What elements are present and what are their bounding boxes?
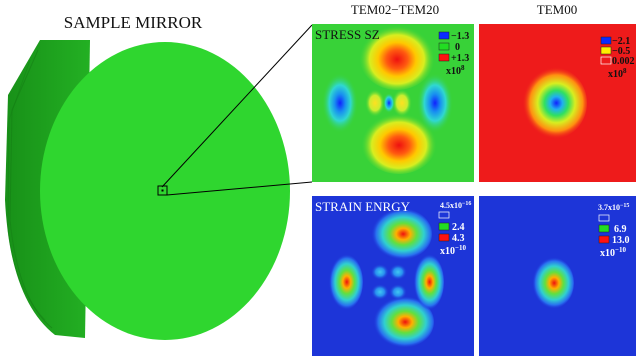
column-header-tem02-tem20: TEM02−TEM20 <box>351 2 439 17</box>
legend-entry: −2.1 <box>612 36 630 47</box>
panel-strain-tem02-tem20: STRAIN ENRGY 4.5x10−16 2.4 4.3 x10−10 <box>312 196 474 356</box>
legend-exponent: x108 <box>446 64 465 77</box>
legend-top-value: 3.7x10−15 <box>598 203 629 212</box>
strain-right-legend: 3.7x10−15 6.9 13.0 x10−10 <box>598 203 630 259</box>
legend-exponent: x108 <box>608 67 627 80</box>
legend-entry: 13.0 <box>612 235 630 246</box>
legend-entry: 2.4 <box>452 222 465 233</box>
legend-exponent: x10−10 <box>440 244 466 257</box>
mirror-disc <box>5 40 290 340</box>
zoom-line-bottom <box>166 181 313 196</box>
legend-entry: 0 <box>455 42 460 53</box>
stress-right-legend: −2.1 −0.5 0.002 x108 <box>600 36 635 80</box>
strain-left-legend: 4.5x10−16 2.4 4.3 x10−10 <box>438 201 471 257</box>
legend-entry: +1.3 <box>451 53 469 64</box>
legend-exponent: x10−10 <box>600 246 626 259</box>
zoom-line-top <box>161 24 313 188</box>
legend-entry: −0.5 <box>612 46 630 57</box>
mirror-face <box>40 42 290 340</box>
legend-top-value: 4.5x10−16 <box>440 201 471 210</box>
legend-entry: 4.3 <box>452 233 465 244</box>
stress-left-legend: −1.3 0 +1.3 x108 <box>438 31 469 77</box>
strain-panel-label: STRAIN ENRGY <box>315 199 411 214</box>
legend-entry: −1.3 <box>451 31 469 42</box>
stress-panel-label: STRESS SZ <box>315 27 380 42</box>
mirror-title: SAMPLE MIRROR <box>64 13 203 32</box>
panel-stress-tem02-tem20: STRESS SZ −1.3 0 +1.3 x108 <box>312 22 474 182</box>
legend-entry: 6.9 <box>614 224 627 235</box>
column-header-tem00: TEM00 <box>537 2 577 17</box>
legend-entry: 0.002 <box>612 56 635 67</box>
panel-stress-tem00: −2.1 −0.5 0.002 x108 <box>479 24 636 182</box>
panel-strain-tem00: 3.7x10−15 6.9 13.0 x10−10 <box>479 196 636 356</box>
